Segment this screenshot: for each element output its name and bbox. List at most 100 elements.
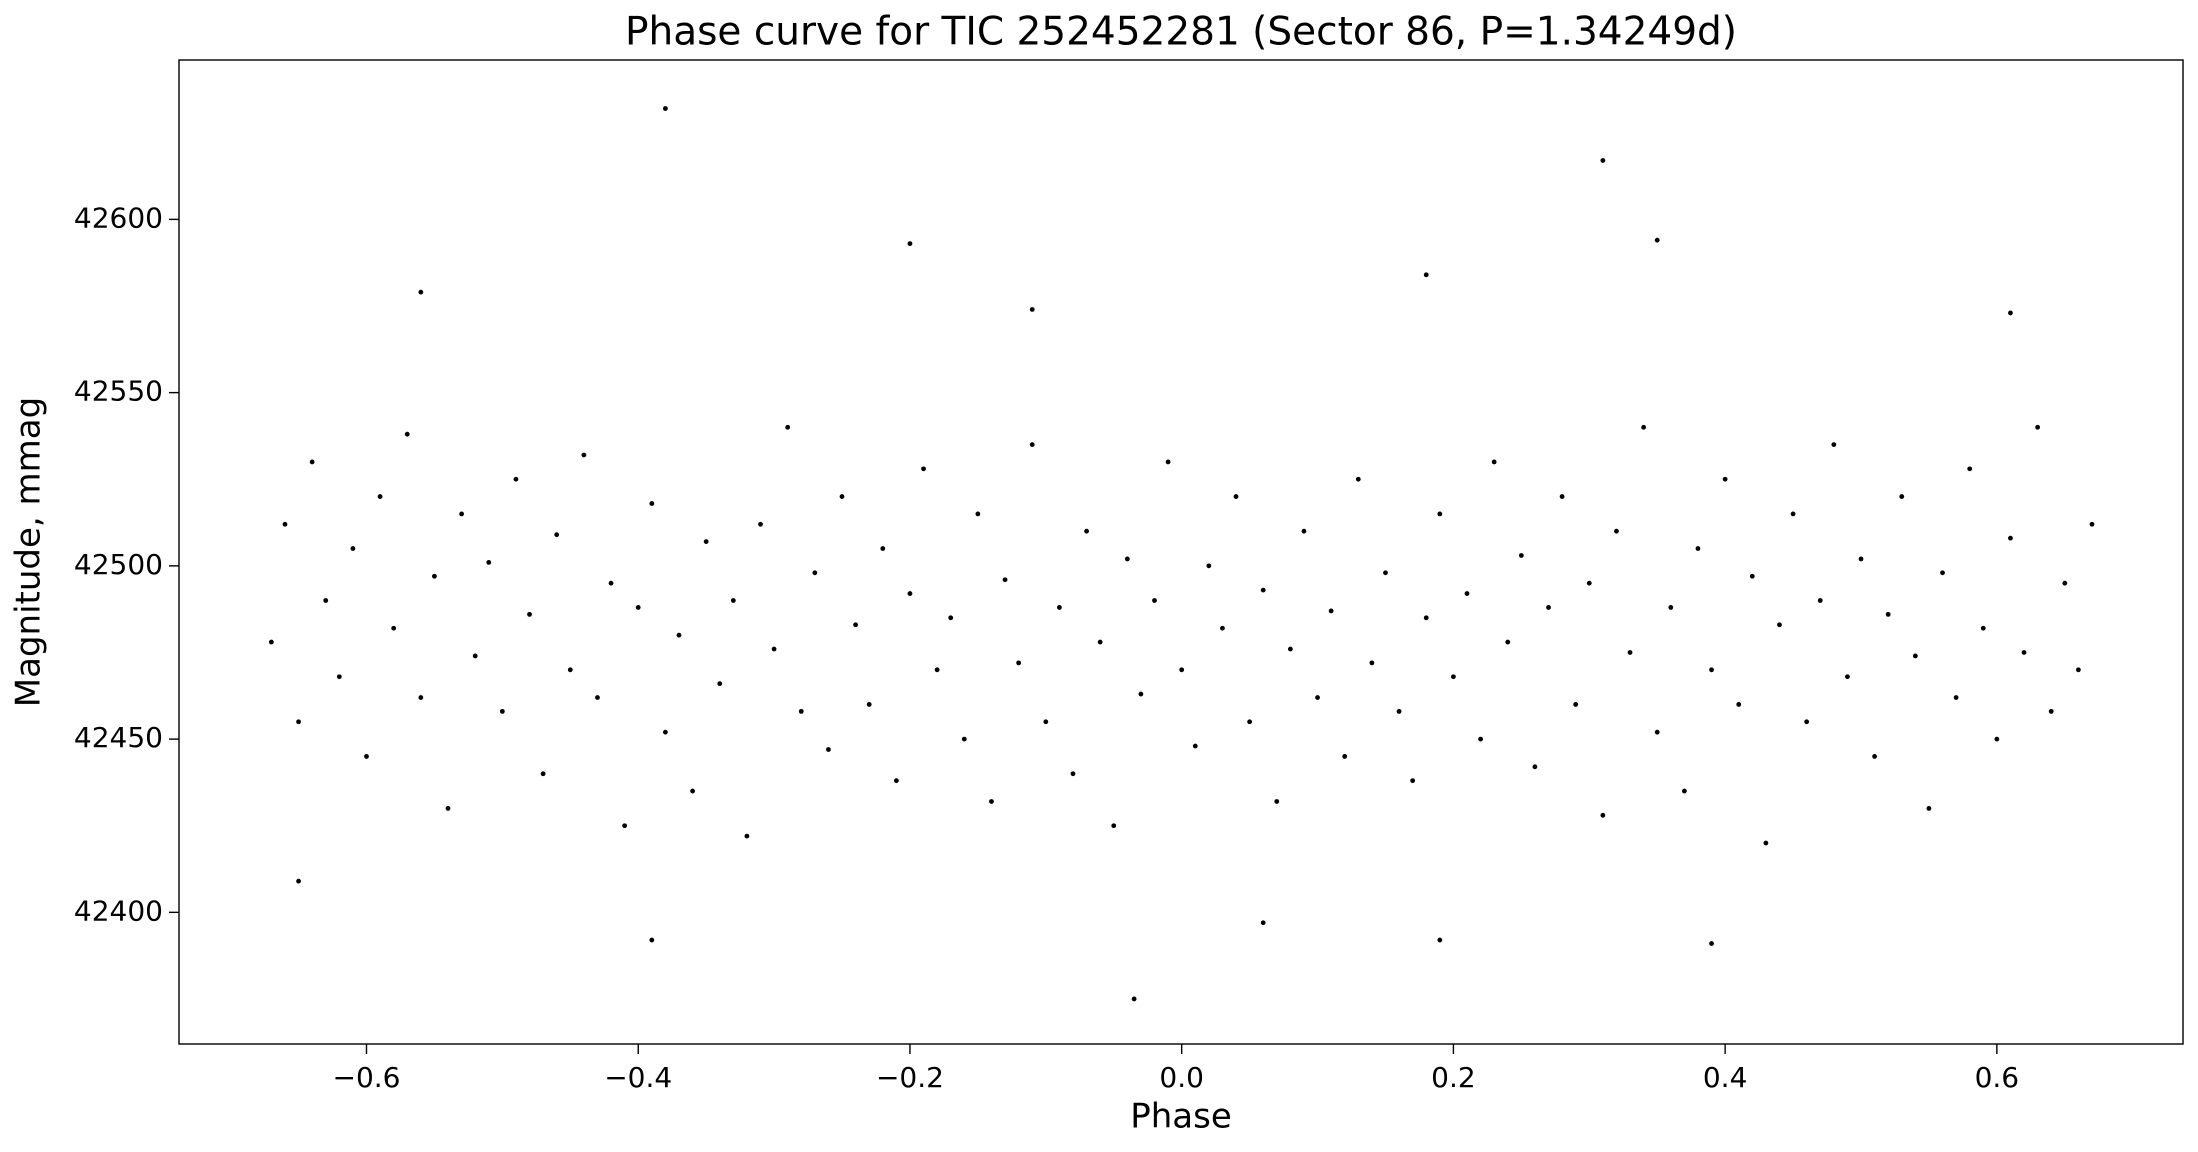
data-point	[1369, 660, 1375, 666]
y-tick-label: 42550	[74, 375, 163, 408]
data-point	[1532, 764, 1538, 770]
data-point	[608, 580, 614, 586]
data-point	[635, 605, 641, 610]
data-point	[2021, 650, 2027, 655]
data-point	[676, 632, 682, 638]
data-point	[1383, 570, 1388, 576]
data-point	[1709, 667, 1714, 673]
data-point	[1437, 937, 1443, 943]
x-axis-label: Phase	[1130, 1097, 1232, 1137]
x-tick-label: 0.0	[1159, 1061, 1204, 1094]
x-tick-label: 0.6	[1975, 1061, 2020, 1094]
data-point	[1179, 667, 1185, 673]
data-point	[1817, 598, 1823, 603]
y-axis-label: Magnitude, mmag	[9, 397, 49, 707]
data-point	[1681, 788, 1687, 794]
data-point	[1328, 608, 1334, 614]
data-point	[1396, 708, 1402, 714]
data-point	[1777, 622, 1782, 628]
data-point	[296, 878, 301, 884]
data-point	[1736, 702, 1742, 707]
data-point	[1138, 691, 1144, 697]
data-point	[1654, 729, 1660, 735]
data-point	[880, 546, 886, 551]
data-point	[1586, 580, 1592, 586]
data-point	[540, 771, 546, 777]
x-tick-label: −0.6	[332, 1061, 400, 1094]
data-point	[1695, 546, 1701, 551]
data-point	[1315, 695, 1320, 700]
data-point	[662, 106, 668, 111]
data-point	[1546, 605, 1551, 610]
data-point	[1980, 625, 1986, 631]
data-point	[1600, 812, 1606, 818]
data-point	[1478, 736, 1483, 742]
data-point	[690, 788, 695, 794]
data-point	[649, 501, 655, 506]
data-point	[1220, 625, 1225, 631]
data-point	[2075, 667, 2081, 673]
data-point	[1627, 650, 1633, 655]
data-point	[826, 747, 831, 752]
data-point	[1559, 494, 1565, 499]
data-point	[1845, 674, 1850, 680]
data-point	[418, 289, 424, 295]
data-point	[1804, 719, 1810, 725]
data-point	[1437, 511, 1443, 517]
data-point	[622, 823, 628, 829]
data-point	[1274, 799, 1280, 804]
data-point	[432, 573, 437, 579]
data-point	[336, 674, 342, 680]
data-point	[1464, 591, 1470, 596]
data-point	[1206, 563, 1212, 569]
data-point	[785, 424, 791, 430]
data-point	[1016, 660, 1022, 666]
data-point	[459, 511, 464, 517]
data-point	[1654, 237, 1660, 243]
data-point	[1342, 754, 1348, 759]
data-point	[268, 639, 274, 645]
data-point	[1994, 736, 2000, 742]
data-point	[472, 653, 478, 659]
data-point	[364, 754, 369, 759]
chart-title: Phase curve for TIC 252452281 (Sector 86…	[625, 10, 1737, 55]
data-point	[934, 667, 940, 673]
data-point	[1953, 695, 1959, 700]
data-point	[703, 539, 709, 545]
data-point	[581, 452, 587, 458]
data-point	[1899, 494, 1905, 499]
data-point	[1423, 615, 1429, 621]
x-tick-label: −0.4	[604, 1061, 672, 1094]
data-point	[296, 719, 301, 725]
data-point	[1641, 424, 1647, 430]
data-point	[1831, 442, 1837, 447]
data-point	[1002, 577, 1008, 583]
data-point	[1410, 778, 1416, 784]
data-point	[2089, 521, 2095, 527]
data-point	[921, 466, 926, 472]
y-tick-label: 42500	[74, 548, 163, 581]
data-point	[1111, 823, 1117, 829]
data-point	[2008, 310, 2013, 316]
data-point	[975, 511, 981, 517]
data-point	[391, 625, 397, 631]
data-point	[499, 708, 505, 714]
x-tick-label: −0.2	[876, 1061, 944, 1094]
data-point	[1600, 158, 1606, 163]
data-point	[418, 695, 424, 700]
data-point	[595, 695, 600, 700]
data-point	[1790, 511, 1796, 517]
data-point	[771, 646, 777, 652]
data-point	[567, 667, 573, 673]
data-point	[717, 681, 723, 687]
data-point	[1709, 941, 1714, 946]
data-point	[758, 521, 763, 527]
data-point	[1247, 719, 1253, 725]
data-point	[377, 494, 383, 499]
data-point	[1451, 674, 1456, 680]
data-point	[662, 729, 668, 735]
data-point	[513, 476, 519, 482]
data-point	[1152, 598, 1157, 603]
